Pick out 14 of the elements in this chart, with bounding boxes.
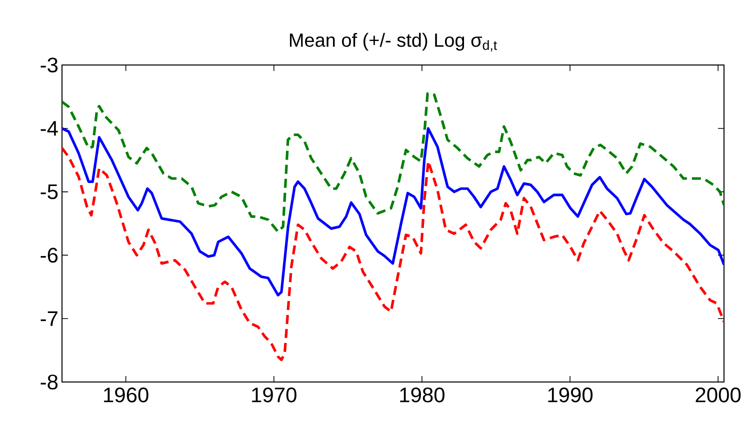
y-tick-label: -4	[40, 121, 58, 136]
line-series	[62, 127, 724, 296]
x-tick-label: 1990	[548, 388, 593, 402]
x-tick-label: 1980	[400, 388, 444, 402]
x-tick-label: 2000	[696, 388, 741, 402]
y-tick-label: -8	[40, 374, 58, 390]
line-series	[62, 146, 724, 362]
y-tick-label: -6	[40, 248, 58, 263]
chart-title: Mean of (+/- std) Log σ$_{d,t}$	[290, 32, 497, 52]
x-tick-label: 1970	[252, 388, 296, 402]
y-tick-label: -5	[40, 184, 58, 200]
x-tick-label: 1960	[104, 388, 148, 402]
y-tick-label: -3	[40, 58, 58, 72]
y-tick-label: -7	[40, 311, 58, 326]
